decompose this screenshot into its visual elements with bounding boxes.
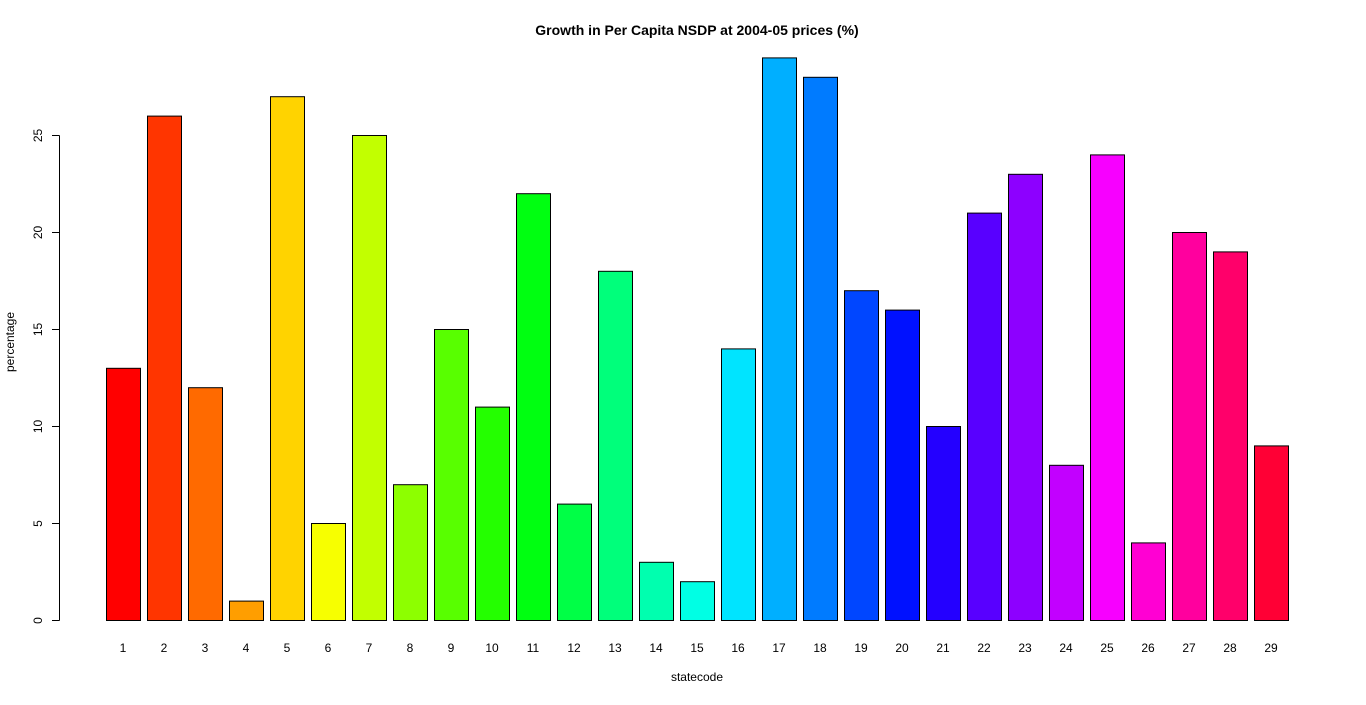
bar-27 [1172, 232, 1207, 621]
bar-7 [352, 135, 387, 621]
bar-8 [393, 484, 428, 622]
bar-13 [598, 270, 633, 621]
bar-23 [1008, 173, 1043, 622]
y-axis: 0 5 10 15 20 25 [31, 129, 60, 624]
bars-group [106, 57, 1289, 622]
x-tick-label: 8 [407, 641, 414, 655]
bar-29 [1254, 445, 1289, 621]
bar-24 [1049, 464, 1084, 621]
x-tick-label: 19 [854, 641, 868, 655]
bar-12 [557, 503, 592, 622]
x-tick-label: 1 [120, 641, 127, 655]
x-tick-label: 7 [366, 641, 373, 655]
x-tick-label: 11 [527, 641, 540, 655]
x-tick-label: 14 [649, 641, 663, 655]
bar-26 [1131, 542, 1166, 622]
x-tick-label: 9 [448, 641, 455, 655]
x-tick-label: 25 [1100, 641, 1114, 655]
bar-19 [844, 290, 879, 621]
bar-21 [926, 426, 961, 621]
x-tick-label: 3 [202, 641, 209, 655]
x-tick-label: 13 [608, 641, 622, 655]
x-tick-label: 5 [284, 641, 291, 655]
chart-title: Growth in Per Capita NSDP at 2004-05 pri… [535, 22, 858, 38]
bar-6 [311, 523, 346, 621]
bar-2 [147, 115, 182, 621]
y-tick-label: 15 [31, 323, 45, 337]
x-tick-label: 26 [1141, 641, 1155, 655]
x-tick-label: 4 [243, 641, 250, 655]
bar-1 [106, 367, 141, 621]
x-tick-label: 23 [1018, 641, 1032, 655]
bar-10 [475, 406, 510, 621]
bar-9 [434, 329, 469, 621]
x-tick-label: 17 [772, 641, 786, 655]
x-tick-label: 10 [485, 641, 499, 655]
x-tick-label: 15 [690, 641, 704, 655]
y-tick-label: 20 [31, 226, 45, 240]
x-tick-label: 28 [1223, 641, 1237, 655]
bar-25 [1090, 154, 1125, 621]
bar-22 [967, 212, 1002, 621]
x-tick-label: 2 [161, 641, 168, 655]
bar-4 [229, 600, 264, 621]
x-tick-label: 24 [1059, 641, 1073, 655]
bar-20 [885, 309, 920, 621]
bar-18 [803, 76, 838, 622]
bar-14 [639, 561, 674, 621]
bar-11 [516, 193, 551, 621]
bar-15 [680, 581, 715, 622]
bar-16 [721, 348, 756, 621]
bar-3 [188, 387, 223, 622]
y-tick-label: 0 [31, 617, 45, 624]
x-tick-label: 12 [567, 641, 581, 655]
x-tick-label: 21 [936, 641, 950, 655]
y-axis-label: percentage [3, 312, 17, 372]
x-tick-label: 20 [895, 641, 909, 655]
x-tick-label: 16 [731, 641, 745, 655]
bar-28 [1213, 251, 1248, 621]
x-tick-label: 27 [1182, 641, 1196, 655]
bar-17 [762, 57, 797, 621]
x-tick-label: 22 [977, 641, 991, 655]
y-tick-label: 10 [31, 420, 45, 434]
x-axis-label: statecode [671, 670, 723, 684]
y-tick-label: 5 [31, 520, 45, 527]
bar-5 [270, 96, 305, 621]
x-tick-label: 29 [1264, 641, 1278, 655]
x-tick-label: 6 [325, 641, 332, 655]
y-tick-label: 25 [31, 129, 45, 143]
x-axis-tick-labels: 1 2 3 4 5 6 7 8 9 10 11 12 13 14 15 16 17 18 19 20 21 22 23 24 2… [120, 641, 1278, 655]
x-tick-label: 18 [813, 641, 827, 655]
